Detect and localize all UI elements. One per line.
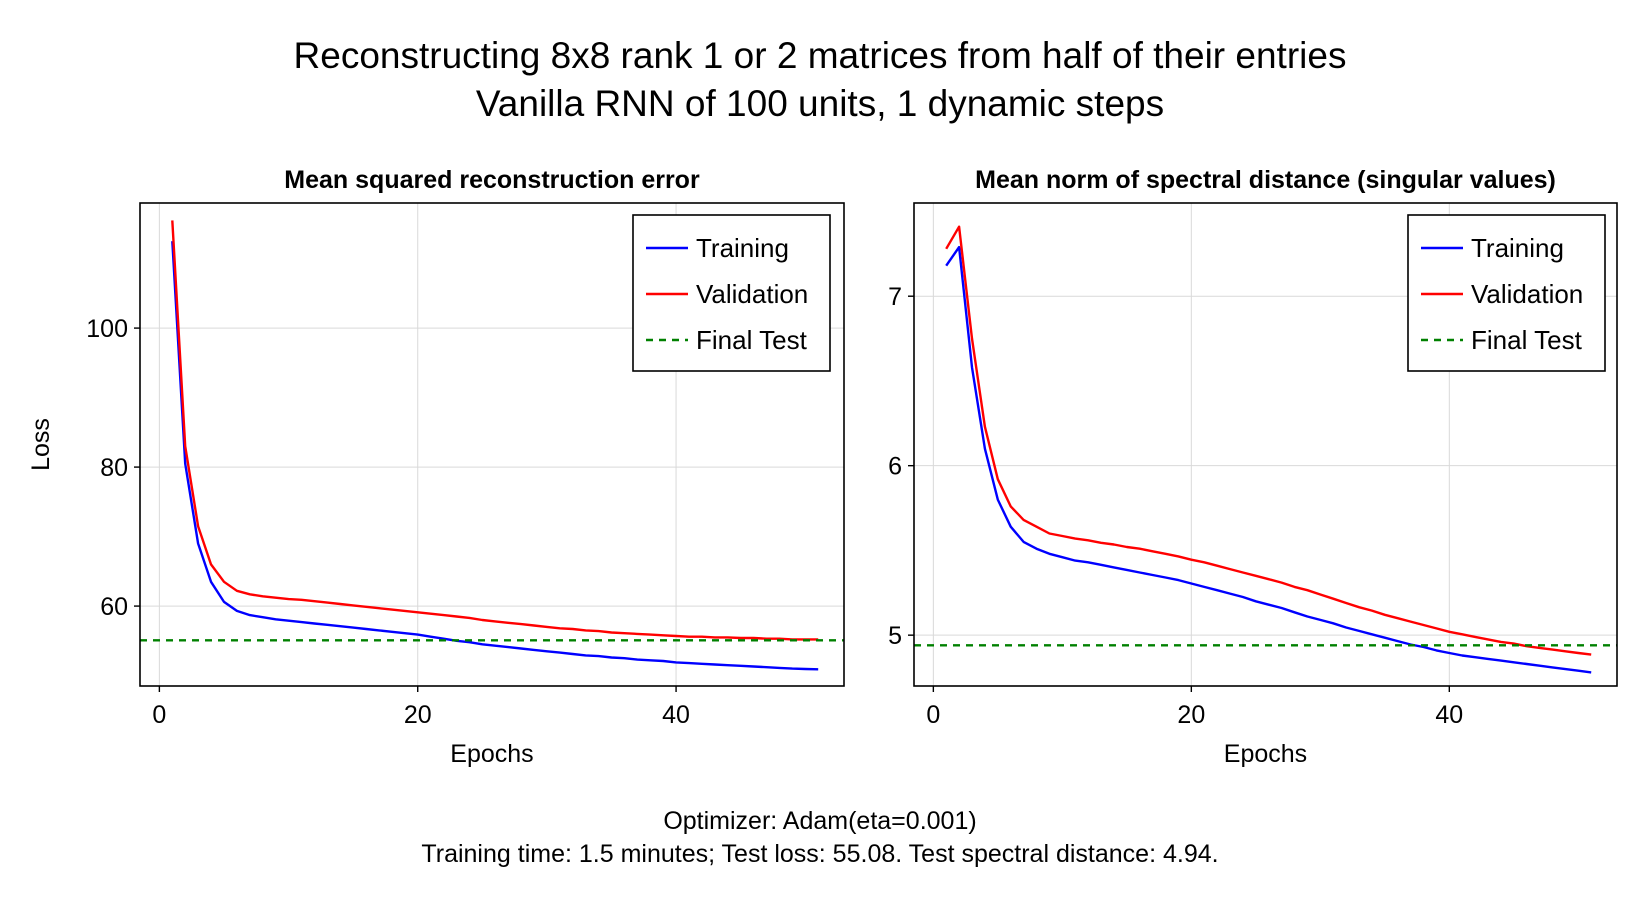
x-tick-label: 0 [926,701,940,729]
chart-panel-1: 0 20 40 60 80 100 Mean squared reconstruction … [27,166,845,768]
y-tick-label: 6 [888,453,902,481]
legend: Training Validation Final Test [1407,214,1606,372]
y-tick-label: 80 [100,454,128,482]
series-line-training [945,245,1592,674]
plot-area [140,220,844,671]
footer-summary: Training time: 1.5 minutes; Test loss: 5… [421,840,1219,868]
x-axis-label: Epochs [450,740,533,768]
x-tick-label: 0 [152,701,166,729]
y-tick-label: 7 [888,283,902,311]
y-axis-label: Loss [27,418,55,471]
legend-label: Final Test [1471,325,1583,355]
y-tick-label: 60 [100,593,128,621]
y-tick-label: 5 [888,622,902,650]
x-axis-label: Epochs [1224,740,1307,768]
chart-panel-2: 0 20 40 5 6 7 Mean norm of spectral distance (… [888,166,1618,768]
series-line-training [171,241,819,671]
legend-label: Training [1471,233,1564,263]
x-tick-label: 40 [662,701,690,729]
plot-area [914,225,1617,674]
x-tick-label: 20 [404,701,432,729]
footer-optimizer: Optimizer: Adam(eta=0.001) [663,807,977,835]
y-tick-label: 100 [86,315,128,343]
legend-label: Training [696,233,789,263]
legend: Training Validation Final Test [632,214,831,372]
legend-label: Final Test [696,325,808,355]
series-line-validation [945,225,1592,656]
panel-title: Mean norm of spectral distance (singular… [975,166,1556,194]
panel-title: Mean squared reconstruction error [284,166,700,194]
figure-title-line1: Reconstructing 8x8 rank 1 or 2 matrices … [293,35,1347,76]
x-tick-label: 20 [1177,701,1205,729]
x-tick-label: 40 [1435,701,1463,729]
legend-label: Validation [696,279,808,309]
legend-label: Validation [1471,279,1583,309]
series-line-validation [171,220,819,641]
figure-title-line2: Vanilla RNN of 100 units, 1 dynamic step… [475,83,1165,124]
axes-frame [139,202,845,687]
axes-frame [913,202,1618,687]
